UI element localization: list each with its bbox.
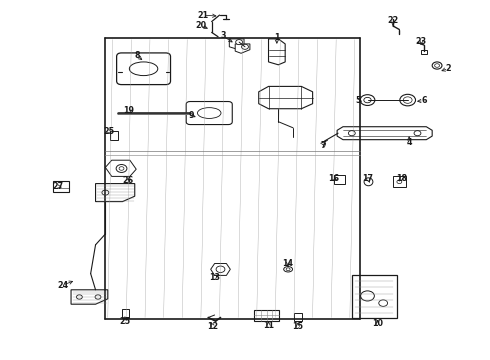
Ellipse shape [236, 40, 243, 45]
Ellipse shape [348, 131, 355, 136]
Ellipse shape [414, 131, 421, 136]
Bar [393, 176, 406, 187]
FancyBboxPatch shape [117, 53, 171, 85]
Polygon shape [71, 290, 108, 304]
Ellipse shape [361, 291, 374, 301]
Polygon shape [259, 86, 313, 109]
Text: 22: 22 [388, 16, 398, 25]
Ellipse shape [242, 44, 248, 49]
Text: 13: 13 [209, 273, 220, 282]
Text: 4: 4 [406, 138, 412, 147]
Text: 14: 14 [283, 259, 294, 268]
Text: 18: 18 [396, 174, 407, 183]
Text: 27: 27 [52, 182, 63, 191]
Text: 24: 24 [57, 281, 68, 289]
Polygon shape [211, 264, 230, 275]
Ellipse shape [76, 295, 82, 299]
Text: 11: 11 [263, 321, 274, 330]
Text: 25: 25 [103, 127, 114, 136]
Bar [254, 310, 279, 321]
Ellipse shape [216, 266, 225, 273]
Text: 17: 17 [362, 174, 373, 183]
Polygon shape [105, 160, 136, 176]
Text: 12: 12 [208, 323, 219, 331]
Ellipse shape [102, 190, 109, 195]
Ellipse shape [116, 165, 127, 172]
Text: 16: 16 [328, 174, 339, 183]
Bar [110, 131, 118, 140]
Ellipse shape [435, 64, 440, 67]
Text: 19: 19 [123, 107, 134, 115]
Ellipse shape [397, 180, 402, 184]
Ellipse shape [119, 167, 124, 170]
Text: 25: 25 [120, 317, 130, 325]
Ellipse shape [95, 295, 101, 299]
Polygon shape [337, 127, 432, 140]
Ellipse shape [197, 108, 221, 118]
Polygon shape [229, 39, 244, 49]
Ellipse shape [432, 62, 442, 69]
Bar [421, 50, 427, 54]
Text: 23: 23 [416, 37, 427, 46]
Bar [334, 175, 345, 184]
Ellipse shape [284, 266, 293, 272]
Text: 26: 26 [123, 176, 134, 185]
Ellipse shape [403, 97, 412, 103]
Text: 5: 5 [355, 96, 361, 105]
Bar [53, 181, 69, 192]
Text: 3: 3 [220, 31, 226, 40]
Text: 1: 1 [274, 33, 280, 42]
FancyBboxPatch shape [186, 102, 232, 125]
Text: 2: 2 [445, 64, 451, 73]
Ellipse shape [400, 94, 416, 106]
Ellipse shape [286, 268, 290, 271]
Polygon shape [235, 44, 250, 53]
Text: 8: 8 [134, 51, 140, 60]
Ellipse shape [379, 300, 388, 306]
Ellipse shape [129, 62, 158, 76]
Text: 9: 9 [188, 111, 194, 120]
Text: 21: 21 [198, 10, 209, 19]
Text: 7: 7 [320, 141, 326, 150]
Polygon shape [269, 39, 285, 65]
Bar [294, 313, 302, 321]
Text: 15: 15 [293, 323, 303, 331]
Bar [122, 309, 129, 318]
Ellipse shape [364, 97, 371, 103]
Text: 20: 20 [196, 21, 206, 30]
Bar [352, 275, 397, 318]
Ellipse shape [360, 95, 375, 105]
Polygon shape [96, 184, 135, 202]
Ellipse shape [364, 178, 373, 186]
Text: 10: 10 [372, 319, 383, 328]
Text: 6: 6 [421, 96, 427, 105]
